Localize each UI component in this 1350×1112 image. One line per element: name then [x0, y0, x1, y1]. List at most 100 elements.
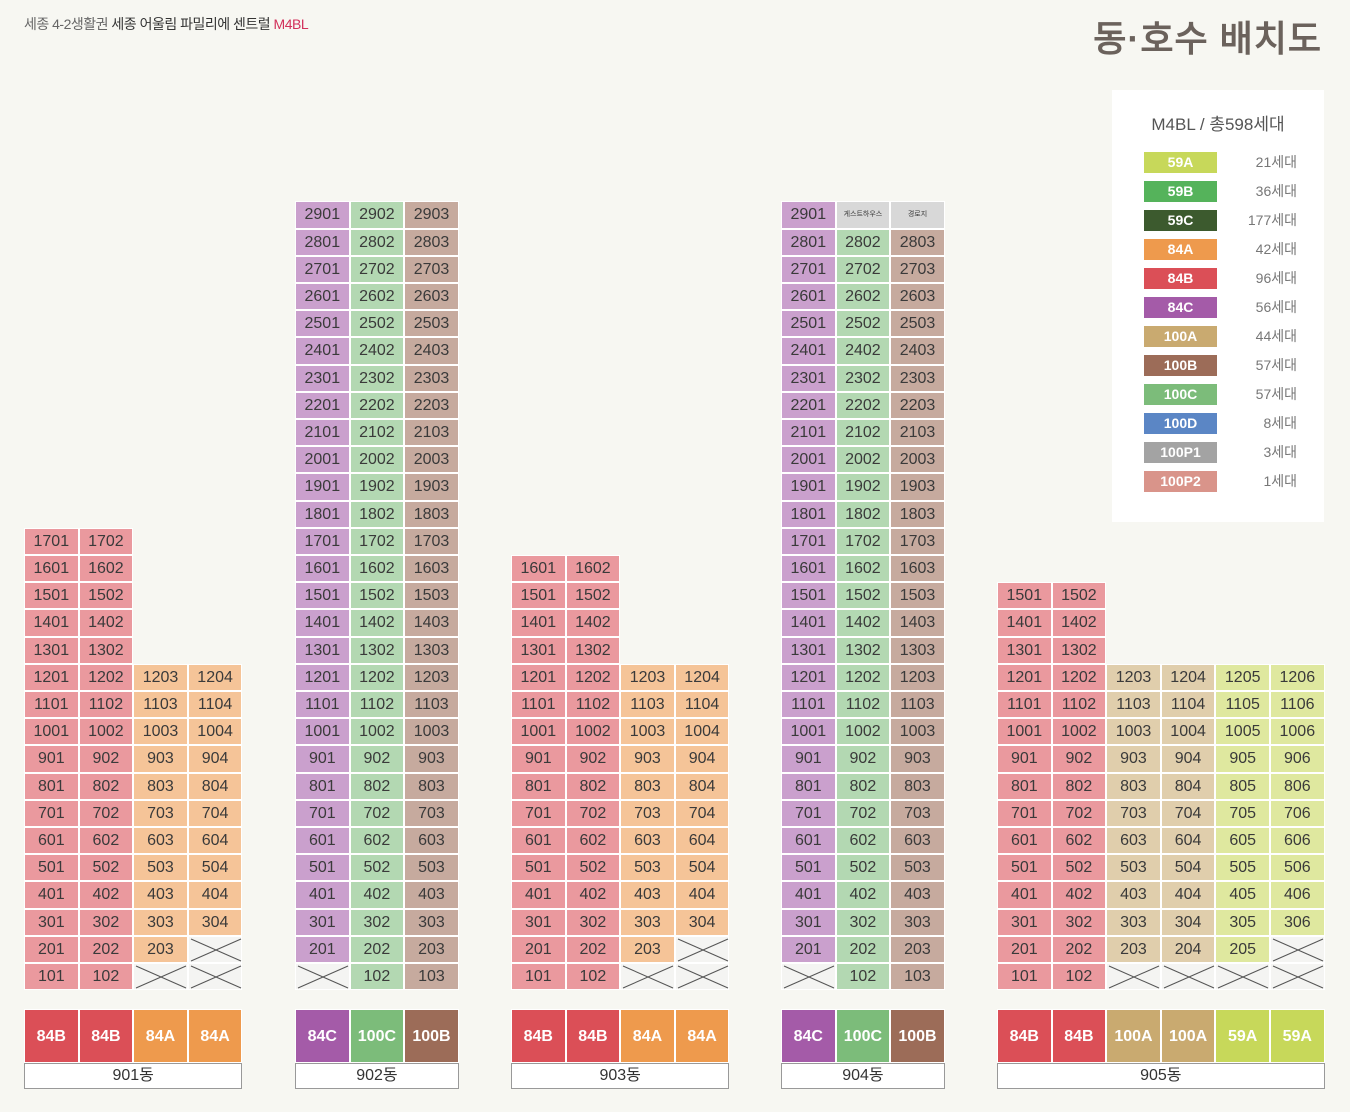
- unit-cell[interactable]: 2302: [835, 364, 891, 392]
- unit-cell[interactable]: 1103: [1106, 691, 1161, 719]
- unit-cell[interactable]: 1701: [295, 527, 350, 555]
- unit-cell[interactable]: 2801: [781, 228, 836, 256]
- unit-cell[interactable]: 306: [1270, 908, 1325, 936]
- unit-cell[interactable]: 302: [565, 908, 621, 936]
- unit-cell[interactable]: 1301: [997, 636, 1052, 664]
- unit-cell[interactable]: 904: [187, 745, 243, 773]
- unit-cell[interactable]: 801: [24, 772, 79, 800]
- unit-cell[interactable]: 301: [24, 908, 79, 936]
- unit-cell[interactable]: 101: [997, 963, 1052, 991]
- unit-cell[interactable]: 1103: [890, 691, 945, 719]
- unit-cell[interactable]: 903: [133, 745, 188, 773]
- unit-cell[interactable]: 402: [835, 881, 891, 909]
- unit-cell[interactable]: 303: [620, 908, 675, 936]
- unit-cell[interactable]: 501: [295, 854, 350, 882]
- unit-cell[interactable]: 1303: [404, 636, 459, 664]
- unit-cell[interactable]: 1202: [835, 663, 891, 691]
- unit-cell[interactable]: 203: [620, 935, 675, 963]
- unit-cell[interactable]: 804: [187, 772, 243, 800]
- unit-cell[interactable]: 1205: [1215, 663, 1270, 691]
- unit-cell[interactable]: 401: [511, 881, 566, 909]
- unit-cell[interactable]: 1102: [1051, 691, 1107, 719]
- unit-cell[interactable]: 801: [781, 772, 836, 800]
- unit-cell[interactable]: 1301: [295, 636, 350, 664]
- unit-cell[interactable]: 601: [511, 827, 566, 855]
- unit-cell[interactable]: 1903: [890, 473, 945, 501]
- unit-cell[interactable]: 801: [295, 772, 350, 800]
- unit-cell[interactable]: 1002: [349, 718, 405, 746]
- unit-cell[interactable]: 301: [295, 908, 350, 936]
- unit-cell[interactable]: 1302: [78, 636, 134, 664]
- unit-cell[interactable]: 1502: [349, 582, 405, 610]
- unit-cell[interactable]: 401: [781, 881, 836, 909]
- unit-cell[interactable]: 201: [24, 935, 79, 963]
- unit-cell[interactable]: 602: [78, 827, 134, 855]
- unit-cell[interactable]: 2403: [404, 337, 459, 365]
- unit-cell[interactable]: 401: [295, 881, 350, 909]
- unit-cell[interactable]: 201: [781, 935, 836, 963]
- unit-cell[interactable]: 1701: [781, 527, 836, 555]
- unit-cell[interactable]: 404: [187, 881, 243, 909]
- unit-cell[interactable]: 1302: [349, 636, 405, 664]
- unit-cell[interactable]: 2203: [890, 391, 945, 419]
- unit-cell[interactable]: 2201: [781, 391, 836, 419]
- unit-cell[interactable]: 801: [511, 772, 566, 800]
- unit-cell[interactable]: 705: [1215, 799, 1270, 827]
- unit-cell[interactable]: 2603: [404, 283, 459, 311]
- unit-cell[interactable]: 102: [1051, 963, 1107, 991]
- unit-cell[interactable]: 2803: [890, 228, 945, 256]
- unit-cell[interactable]: 2703: [890, 255, 945, 283]
- unit-cell[interactable]: 1203: [133, 663, 188, 691]
- unit-cell[interactable]: 902: [78, 745, 134, 773]
- unit-cell[interactable]: 1802: [349, 500, 405, 528]
- unit-cell[interactable]: 401: [24, 881, 79, 909]
- unit-cell[interactable]: 803: [1106, 772, 1161, 800]
- unit-cell[interactable]: 1501: [24, 582, 79, 610]
- unit-cell[interactable]: 1401: [511, 609, 566, 637]
- unit-cell[interactable]: 1206: [1270, 663, 1325, 691]
- unit-cell[interactable]: 1005: [1215, 718, 1270, 746]
- unit-cell[interactable]: 504: [1160, 854, 1216, 882]
- unit-cell[interactable]: 1001: [511, 718, 566, 746]
- unit-cell[interactable]: 503: [404, 854, 459, 882]
- unit-cell[interactable]: 2502: [349, 310, 405, 338]
- unit-cell[interactable]: 1602: [78, 555, 134, 583]
- unit-cell[interactable]: 503: [133, 854, 188, 882]
- unit-cell[interactable]: 504: [674, 854, 730, 882]
- unit-cell[interactable]: 905: [1215, 745, 1270, 773]
- unit-cell[interactable]: 205: [1215, 935, 1270, 963]
- unit-cell[interactable]: 403: [133, 881, 188, 909]
- unit-cell[interactable]: 1302: [565, 636, 621, 664]
- unit-cell[interactable]: 1402: [78, 609, 134, 637]
- unit-cell[interactable]: 606: [1270, 827, 1325, 855]
- unit-cell[interactable]: 1801: [295, 500, 350, 528]
- unit-cell[interactable]: 706: [1270, 799, 1325, 827]
- unit-cell[interactable]: 603: [1106, 827, 1161, 855]
- unit-cell[interactable]: 2103: [404, 419, 459, 447]
- unit-cell[interactable]: 903: [620, 745, 675, 773]
- unit-cell[interactable]: 603: [890, 827, 945, 855]
- unit-cell[interactable]: 303: [133, 908, 188, 936]
- unit-cell[interactable]: 1101: [781, 691, 836, 719]
- unit-cell[interactable]: 202: [565, 935, 621, 963]
- unit-cell[interactable]: 101: [511, 963, 566, 991]
- unit-cell[interactable]: 1403: [404, 609, 459, 637]
- unit-cell[interactable]: 2801: [295, 228, 350, 256]
- unit-cell[interactable]: 503: [620, 854, 675, 882]
- unit-cell[interactable]: 201: [997, 935, 1052, 963]
- unit-cell[interactable]: 803: [404, 772, 459, 800]
- unit-cell[interactable]: 2802: [835, 228, 891, 256]
- unit-cell[interactable]: 502: [835, 854, 891, 882]
- unit-cell[interactable]: 702: [1051, 799, 1107, 827]
- unit-cell[interactable]: 1204: [674, 663, 730, 691]
- unit-cell[interactable]: 601: [295, 827, 350, 855]
- unit-cell[interactable]: 802: [349, 772, 405, 800]
- unit-cell[interactable]: 1701: [24, 527, 79, 555]
- unit-cell[interactable]: 1502: [1051, 582, 1107, 610]
- unit-cell[interactable]: 402: [349, 881, 405, 909]
- unit-cell[interactable]: 601: [997, 827, 1052, 855]
- unit-cell[interactable]: 1002: [1051, 718, 1107, 746]
- unit-cell[interactable]: 702: [78, 799, 134, 827]
- unit-cell[interactable]: 602: [349, 827, 405, 855]
- unit-cell[interactable]: 1602: [565, 555, 621, 583]
